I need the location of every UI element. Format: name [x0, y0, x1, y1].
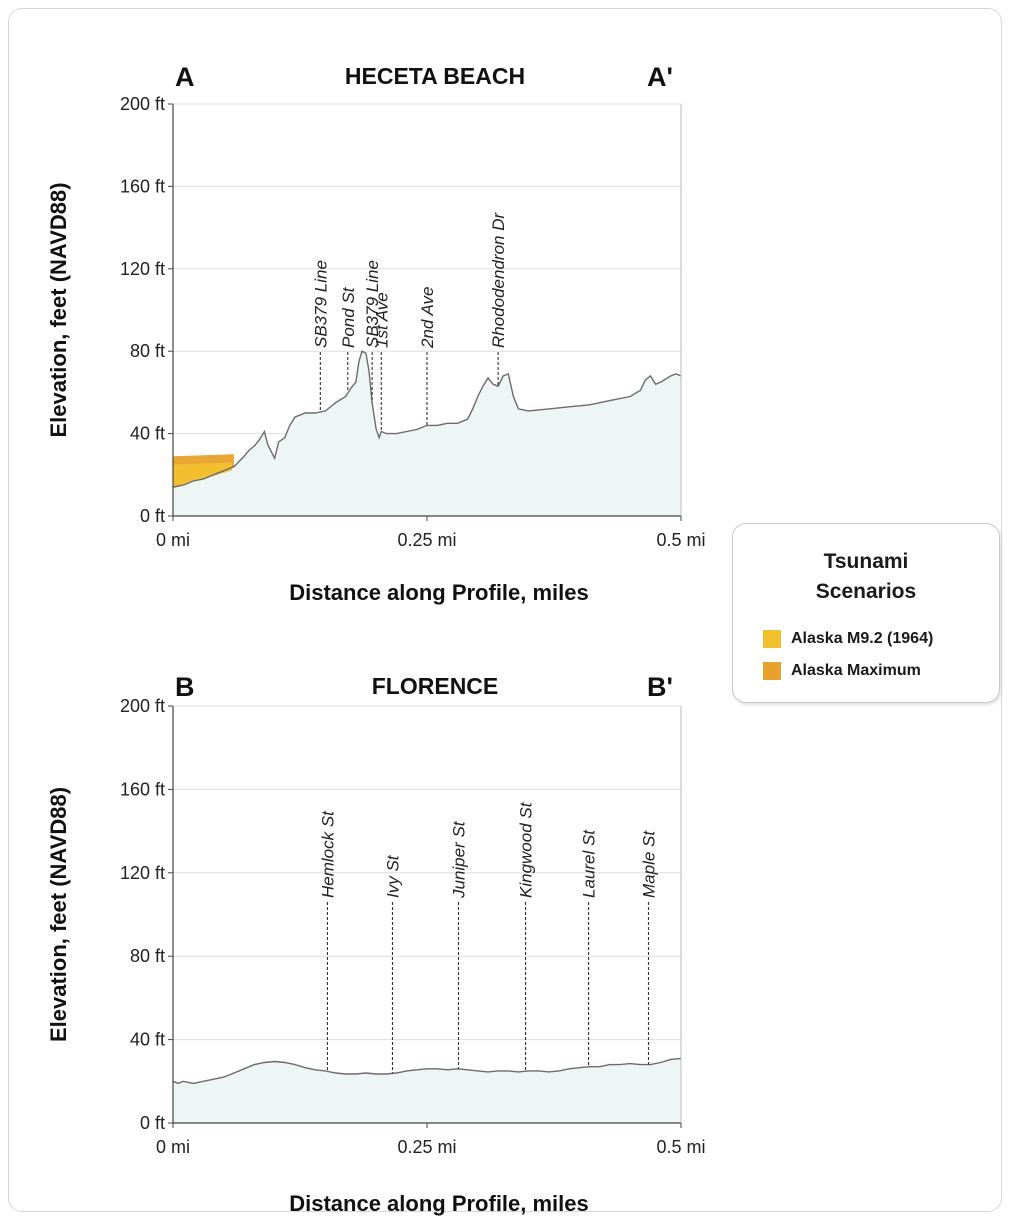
inundation-area-alaska-m92: [173, 462, 232, 488]
legend-label-alaska-max: Alaska Maximum: [791, 662, 921, 679]
y-tick-label: 0 ft: [140, 506, 165, 526]
land-area: [173, 351, 681, 516]
legend-title-line1: Tsunami: [823, 550, 909, 573]
annotation-label: Pond St: [339, 286, 358, 348]
y-tick-label: 200 ft: [120, 696, 165, 716]
legend-label-alaska-m92: Alaska M9.2 (1964): [791, 630, 934, 647]
annotation-label: Rhododendron Dr: [489, 212, 508, 348]
legend-swatch-alaska-max: [763, 662, 781, 680]
annotation-label: Kingwood St: [517, 801, 536, 898]
y-tick-label: 40 ft: [130, 424, 165, 444]
profile-start-label: A: [175, 62, 195, 92]
x-tick-label: 0.5 mi: [656, 530, 705, 550]
legend-title-line2: Scenarios: [815, 580, 917, 603]
annotation-label: Laurel St: [580, 829, 599, 898]
y-tick-label: 80 ft: [130, 946, 165, 966]
annotation-label: SB379 Line: [311, 260, 330, 348]
y-tick-label: 160 ft: [120, 176, 165, 196]
x-tick-label: 0.25 mi: [397, 1137, 456, 1157]
profile-chart-1: Hemlock St Ivy St Juniper St Kingwood St Lau…: [46, 672, 706, 1216]
annotation-label: Juniper St: [449, 820, 468, 899]
chart-title: FLORENCE: [372, 673, 499, 699]
annotation-label: 2nd Ave: [418, 287, 437, 349]
y-axis-title: Elevation, feet (NAVD88): [46, 182, 71, 437]
legend-swatch-alaska-m92: [763, 630, 781, 648]
x-tick-label: 0 mi: [156, 530, 190, 550]
x-tick-label: 0.5 mi: [656, 1137, 705, 1157]
legend-item-alaska-max: Alaska Maximum: [763, 659, 921, 683]
chart-title: HECETA BEACH: [345, 63, 525, 89]
profile-end-label: B': [647, 672, 673, 702]
profile-start-label: B: [175, 672, 195, 702]
y-tick-label: 200 ft: [120, 94, 165, 114]
x-axis-title: Distance along Profile, miles: [289, 1191, 589, 1216]
legend-box: Tsunami Scenarios Alaska M9.2 (1964) Ala…: [732, 523, 1000, 703]
profile-line: [172, 1057, 682, 1085]
y-tick-label: 80 ft: [130, 341, 165, 361]
y-tick-label: 0 ft: [140, 1113, 165, 1133]
annotation-label: 1st Ave: [372, 292, 391, 348]
x-axis-title: Distance along Profile, miles: [289, 580, 589, 605]
annotation-label: Maple St: [639, 830, 658, 898]
legend-item-alaska-m92: Alaska M9.2 (1964): [763, 627, 933, 651]
y-tick-label: 120 ft: [120, 863, 165, 883]
y-tick-label: 160 ft: [120, 779, 165, 799]
y-tick-label: 120 ft: [120, 259, 165, 279]
x-tick-label: 0.25 mi: [397, 530, 456, 550]
annotation-label: Ivy St: [383, 854, 402, 898]
y-axis-title: Elevation, feet (NAVD88): [46, 787, 71, 1042]
x-tick-label: 0 mi: [156, 1137, 190, 1157]
profile-line: [172, 350, 682, 488]
profile-end-label: A': [647, 62, 673, 92]
y-tick-label: 40 ft: [130, 1030, 165, 1050]
annotation-label: Hemlock St: [318, 810, 337, 898]
land-area: [173, 1058, 681, 1123]
annotation-label: SB379 Line: [363, 260, 382, 348]
